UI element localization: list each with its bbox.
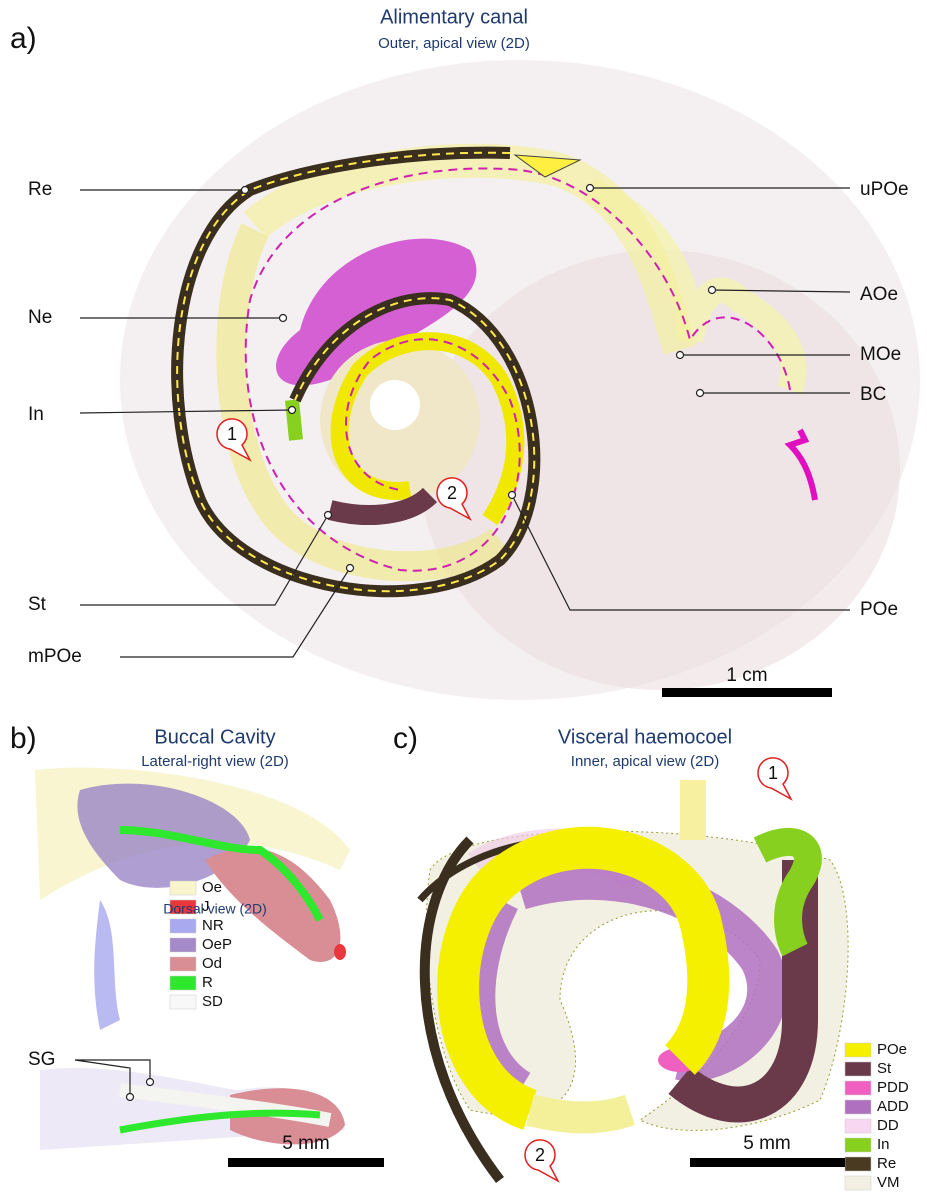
structure-label: POe [860,599,898,620]
marker-label: 2 [447,483,457,503]
scale-label: 1 cm [726,665,767,686]
structure-label: uPOe [860,179,909,200]
oe-stub [680,780,706,840]
panel-title: Buccal Cavity [154,726,275,748]
leader-dot [509,492,516,499]
figure: Re Ne In St mPOe uPOe AOe MOe BC POe 1 cm a) Alim… [0,0,927,1197]
leader-dot [677,352,684,359]
poe-end [530,1110,630,1118]
legend-label: VM [877,1174,900,1191]
panel-subtitle: Dorsal view (2D) [163,901,266,917]
legend-swatch [170,976,196,990]
panel-subtitle: Lateral-right view (2D) [141,753,289,770]
panel-a: Re Ne In St mPOe uPOe AOe MOe BC POe 1 cm a) Alim… [10,6,920,700]
leader-dot [697,390,704,397]
legend-label: POe [877,1041,907,1058]
leader-dot [709,287,716,294]
structure-label: Re [28,179,52,200]
panel-label: c) [393,722,418,755]
panel-title: Alimentary canal [380,6,528,28]
legend-swatch [170,995,196,1009]
structure-label: St [28,594,47,615]
structure-label: In [28,404,44,425]
legend-label: OeP [202,936,232,953]
nr-shape [94,900,120,1030]
legend-swatch [170,881,196,895]
legend-swatch [845,1176,871,1190]
legend-swatch [170,938,196,952]
legend-label: DD [877,1117,899,1134]
legend-swatch [170,919,196,933]
leader-dot [325,512,332,519]
leader-dot [147,1079,154,1086]
legend-label: Od [202,955,222,972]
legend-label: St [877,1060,892,1077]
scale-bar [662,688,832,697]
scale-label: 5 mm [282,1133,330,1154]
panel-subtitle: Outer, apical view (2D) [378,35,530,52]
marker-label: 1 [227,424,237,444]
marker-label: 1 [768,763,778,783]
legend-swatch [845,1081,871,1095]
j-shape [334,944,346,960]
center-hole [370,380,420,430]
legend-swatch [845,1043,871,1057]
marker-label: 2 [535,1145,545,1165]
structure-label: mPOe [28,646,82,667]
sg-label: SG [28,1049,55,1070]
scale-label: 5 mm [743,1133,791,1154]
scale-bar [690,1158,845,1167]
legend-swatch [845,1157,871,1171]
legend-swatch [170,957,196,971]
structure-label: MOe [860,344,901,365]
scale-bar [228,1158,384,1167]
leader-dot [280,315,287,322]
legend-swatch [845,1119,871,1133]
legend-swatch [845,1062,871,1076]
structure-label: Ne [28,307,52,328]
panel-subtitle: Inner, apical view (2D) [571,753,719,770]
legend-label: SD [202,993,223,1010]
leader-dot [127,1094,134,1101]
legend-label: R [202,974,213,991]
leader-dot [587,185,594,192]
legend-label: Oe [202,879,222,896]
legend-label: NR [202,917,224,934]
legend-swatch [845,1100,871,1114]
leader-dot [347,565,354,572]
structure-label: AOe [860,284,898,305]
panel-title: Visceral haemocoel [558,726,732,748]
legend-swatch [845,1138,871,1152]
legend-label: In [877,1136,890,1153]
leader-dot [289,407,296,414]
panel-label: b) [10,722,37,755]
legend-label: PDD [877,1079,909,1096]
structure-label: BC [860,384,886,405]
legend-label: ADD [877,1098,909,1115]
panel-label: a) [10,22,37,55]
panel-c: POe St PDD ADD DD In Re VM 5 mm c) Visceral hae… [393,722,909,1191]
leader-dot [242,187,249,194]
legend-label: Re [877,1155,896,1172]
